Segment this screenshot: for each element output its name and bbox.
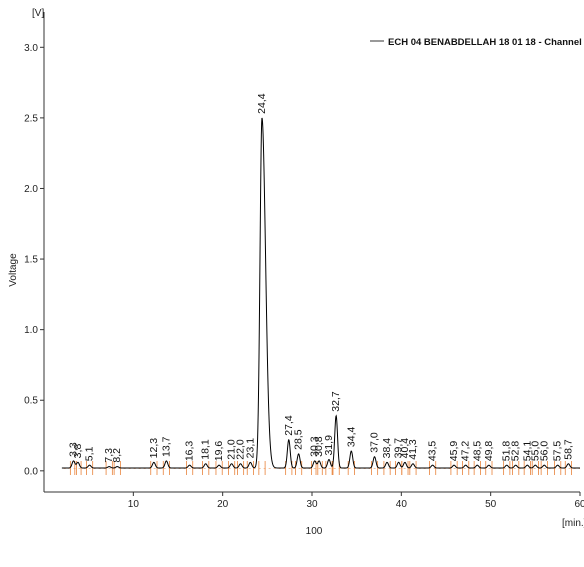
peak-label: 27,4 bbox=[283, 415, 295, 436]
y-tick-label: 3.0 bbox=[24, 43, 38, 54]
peak-label: 58,7 bbox=[562, 439, 574, 460]
peak-label: 45,9 bbox=[448, 441, 460, 462]
x-tick-label: 50 bbox=[485, 499, 497, 510]
y-tick-label: 0.0 bbox=[24, 466, 38, 477]
x-tick-label: 30 bbox=[306, 499, 318, 510]
peak-label: 21,0 bbox=[226, 439, 238, 460]
peak-label: 31,9 bbox=[323, 435, 335, 456]
peak-labels: 3,33,8 5,1 7,38,2 12,3 13,7 16,3 18,1 19,6 21,02… bbox=[67, 93, 574, 462]
peak-label: 48,5 bbox=[471, 441, 483, 462]
peak-label: 40,4 bbox=[399, 438, 411, 459]
peak-label: 3,8 bbox=[72, 444, 84, 459]
peak-label: 13,7 bbox=[160, 436, 172, 457]
peak-label: 49,8 bbox=[483, 441, 495, 462]
peak-label: 19,6 bbox=[213, 441, 225, 462]
peak-label: 23,1 bbox=[244, 438, 256, 459]
peak-label: 57,5 bbox=[552, 441, 564, 462]
legend-label: ECH 04 BENABDELLAH 18 01 18 - Channel 1 bbox=[388, 37, 584, 48]
peak-label: 47,2 bbox=[460, 441, 472, 462]
y-unit-label: [V] bbox=[32, 8, 44, 19]
peak-label: 30,8 bbox=[313, 436, 325, 457]
y-tick-label: 0.5 bbox=[24, 396, 38, 407]
peak-label: 56,0 bbox=[538, 441, 550, 462]
peak-label: 37,0 bbox=[369, 432, 381, 453]
y-tick-label: 2.0 bbox=[24, 184, 38, 195]
peak-label: 43,5 bbox=[427, 441, 439, 462]
peak-label: 55,0 bbox=[529, 441, 541, 462]
series-line bbox=[61, 117, 580, 469]
peak-label: 34,4 bbox=[345, 426, 357, 447]
peak-label: 12,3 bbox=[148, 438, 160, 459]
y-tick-label: 2.5 bbox=[24, 113, 38, 124]
peak-label: 8,2 bbox=[111, 448, 123, 463]
x-tick-label: 10 bbox=[128, 499, 140, 510]
peak-label: 22,0 bbox=[235, 439, 247, 460]
peak-label: 30,3 bbox=[309, 436, 321, 457]
y-tick-label: 1.5 bbox=[24, 255, 38, 266]
peak-label: 52,8 bbox=[510, 441, 522, 462]
peak-label: 32,7 bbox=[330, 391, 342, 412]
legend: ECH 04 BENABDELLAH 18 01 18 - Channel 1 bbox=[370, 37, 584, 48]
peak-label: 5,1 bbox=[84, 446, 96, 461]
peak-label: 16,3 bbox=[184, 441, 196, 462]
x-tick-label: 60 bbox=[574, 499, 584, 510]
peak-label: 7,3 bbox=[103, 448, 115, 463]
x-tick-label: 20 bbox=[217, 499, 229, 510]
peak-label: 41,3 bbox=[407, 439, 419, 460]
peak-label: 28,5 bbox=[293, 429, 305, 450]
x-tick-label: 40 bbox=[396, 499, 408, 510]
peak-label: 24,4 bbox=[256, 93, 268, 114]
y-tick-label: 1.0 bbox=[24, 325, 38, 336]
peak-label: 18,1 bbox=[200, 439, 212, 460]
peak-label: 38,4 bbox=[381, 438, 393, 459]
peak-label: 51,8 bbox=[501, 441, 513, 462]
axes: 0.0 0.5 1.0 1.5 2.0 2.5 3.0 10 20 30 40 50 60 bbox=[24, 12, 584, 510]
y-axis-title: Voltage bbox=[8, 253, 19, 287]
peak-label: 39,7 bbox=[393, 438, 405, 459]
peak-label: 3,3 bbox=[67, 442, 79, 457]
x-unit-label: [min.] bbox=[562, 518, 584, 529]
peak-label: 54,1 bbox=[521, 441, 533, 462]
x-extra-label: 100 bbox=[306, 526, 323, 537]
